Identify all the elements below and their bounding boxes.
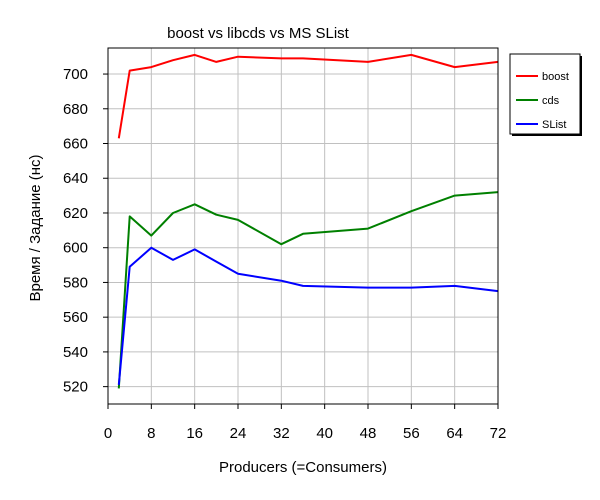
- x-tick-label: 0: [104, 425, 112, 442]
- y-tick-label: 580: [63, 274, 88, 291]
- y-tick-label: 620: [63, 205, 88, 222]
- x-tick-label: 56: [403, 425, 420, 442]
- series-group: [117, 53, 499, 389]
- x-tick-label: 8: [147, 425, 155, 442]
- legend-label: boost: [542, 71, 569, 83]
- chart-title: boost vs libcds vs MS SList: [167, 25, 350, 42]
- y-tick-label: 520: [63, 379, 88, 396]
- x-tick-label: 72: [490, 425, 507, 442]
- series-line-boost: [117, 53, 499, 139]
- x-tick-label: 48: [360, 425, 377, 442]
- y-tick-label: 540: [63, 344, 88, 361]
- y-tick-label: 640: [63, 170, 88, 187]
- legend-label: SList: [542, 119, 566, 131]
- x-tick-label: 24: [230, 425, 247, 442]
- y-tick-label: 600: [63, 240, 88, 257]
- series-line-slist: [117, 246, 499, 385]
- y-tick-label: 700: [63, 66, 88, 83]
- legend: boost cds SList: [509, 53, 582, 136]
- x-axis-label: Producers (=Consumers): [219, 459, 387, 476]
- x-tick-label: 32: [273, 425, 290, 442]
- y-tick-label: 560: [63, 309, 88, 326]
- legend-box: [509, 53, 581, 135]
- plot-frame: [107, 47, 499, 405]
- series-line-cds: [117, 191, 499, 389]
- x-tick-label: 40: [316, 425, 333, 442]
- x-tick-label: 64: [446, 425, 463, 442]
- grid: [108, 48, 498, 404]
- axis-ticks: 0 8 16 24 32 40 48 56 64 72 520 540 560 580 600 620 640 6…: [63, 66, 506, 442]
- y-tick-label: 680: [63, 101, 88, 118]
- y-tick-label: 660: [63, 136, 88, 153]
- legend-label: cds: [542, 95, 560, 107]
- x-tick-label: 16: [186, 425, 203, 442]
- y-axis-label: Время / Задание (нс): [27, 154, 44, 301]
